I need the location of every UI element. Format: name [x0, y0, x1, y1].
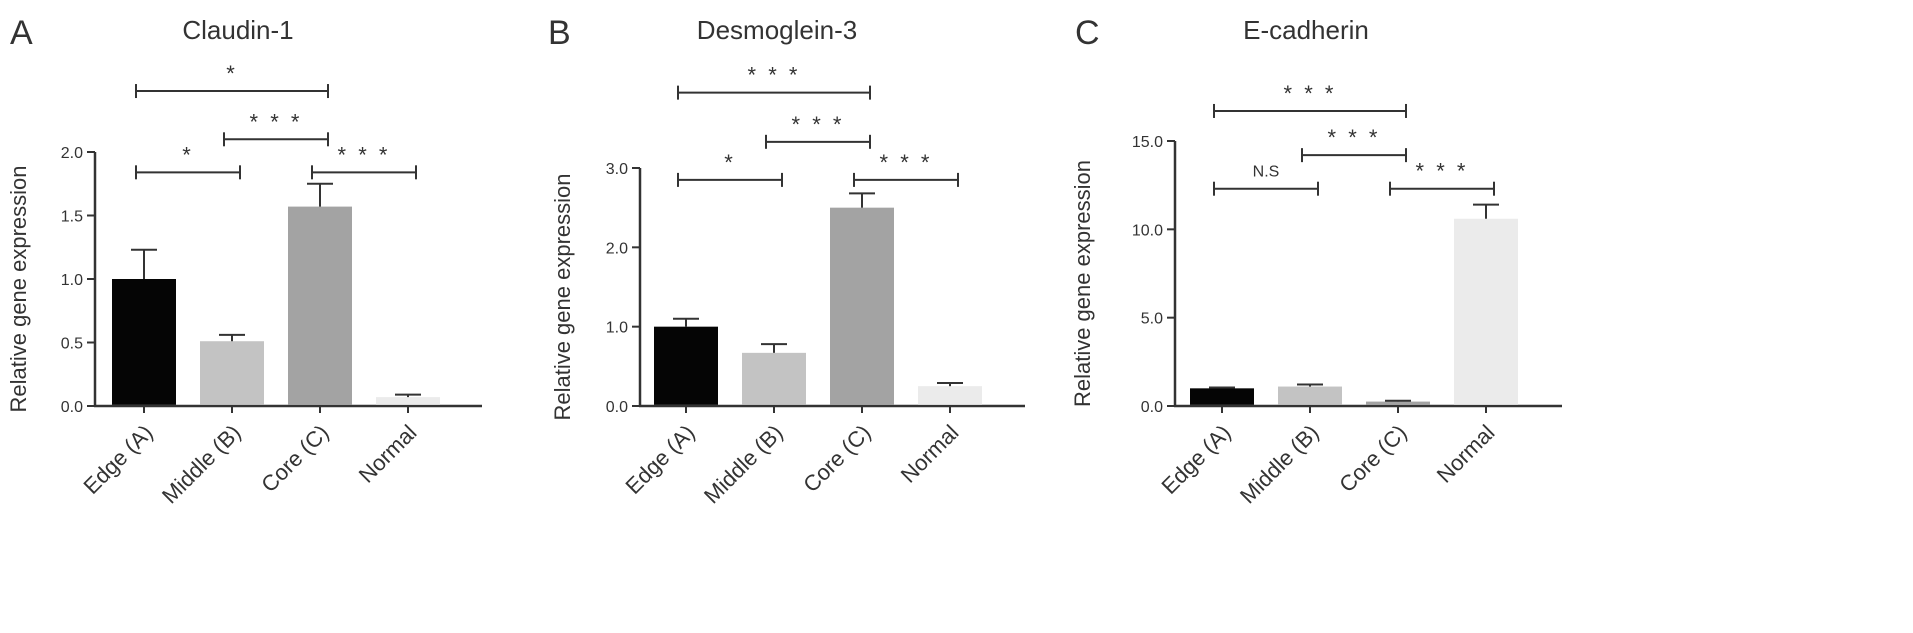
x-tick-label: Core (C): [798, 420, 875, 497]
significance-label: N.S: [1253, 164, 1280, 181]
x-tick-label: Edge (A): [620, 420, 699, 499]
x-tick-label: Middle (B): [157, 420, 246, 509]
y-tick-label: 15.0: [1132, 134, 1163, 151]
panel-letter: A: [10, 14, 33, 52]
bar: [1366, 401, 1430, 405]
x-tick-label: Middle (B): [699, 420, 788, 509]
significance-label: * * *: [250, 109, 303, 134]
y-tick-label: 0.0: [1141, 399, 1163, 416]
significance-label: * * *: [880, 150, 933, 175]
bar: [1190, 388, 1254, 405]
bar: [288, 206, 352, 405]
x-tick-label: Core (C): [256, 420, 333, 497]
x-tick-label: Normal: [896, 420, 964, 488]
significance-label: * * *: [1416, 159, 1469, 184]
significance-label: * * *: [1284, 81, 1337, 106]
bar: [918, 386, 982, 405]
x-tick-label: Normal: [354, 420, 422, 488]
x-tick-label: Core (C): [1334, 420, 1411, 497]
chart-title: Claudin-1: [182, 15, 293, 45]
chart-title: E-cadherin: [1243, 15, 1369, 45]
y-tick-label: 2.0: [61, 145, 83, 162]
bar: [200, 341, 264, 405]
y-tick-label: 1.0: [606, 320, 628, 337]
bar: [742, 352, 806, 405]
bar: [376, 397, 440, 405]
y-tick-label: 3.0: [606, 161, 628, 178]
x-tick-label: Edge (A): [78, 420, 157, 499]
y-tick-label: 5.0: [1141, 311, 1163, 328]
significance-label: *: [226, 61, 238, 86]
bar: [830, 207, 894, 405]
y-tick-label: 0.0: [606, 399, 628, 416]
panel-letter: C: [1075, 14, 1100, 52]
significance-label: *: [724, 150, 736, 175]
y-tick-label: 0.5: [61, 336, 83, 353]
panel-letter: B: [548, 14, 571, 52]
significance-label: * * *: [748, 63, 801, 88]
y-axis-label: Relative gene expression: [1070, 160, 1095, 407]
bar: [654, 326, 718, 405]
significance-label: * * *: [792, 112, 845, 137]
y-axis-label: Relative gene expression: [6, 165, 31, 412]
y-tick-label: 0.0: [61, 399, 83, 416]
x-tick-label: Middle (B): [1235, 420, 1324, 509]
chart-title: Desmoglein-3: [697, 15, 857, 45]
significance-label: * * *: [1328, 125, 1381, 150]
bar: [1454, 218, 1518, 405]
y-tick-label: 1.0: [61, 272, 83, 289]
x-tick-label: Normal: [1432, 420, 1500, 488]
significance-label: * * *: [338, 142, 391, 167]
y-tick-label: 2.0: [606, 240, 628, 257]
y-axis-label: Relative gene expression: [550, 173, 575, 420]
y-tick-label: 10.0: [1132, 222, 1163, 239]
y-tick-label: 1.5: [61, 209, 83, 226]
bar: [112, 279, 176, 405]
x-tick-label: Edge (A): [1156, 420, 1235, 499]
bar: [1278, 386, 1342, 405]
significance-label: *: [182, 142, 194, 167]
